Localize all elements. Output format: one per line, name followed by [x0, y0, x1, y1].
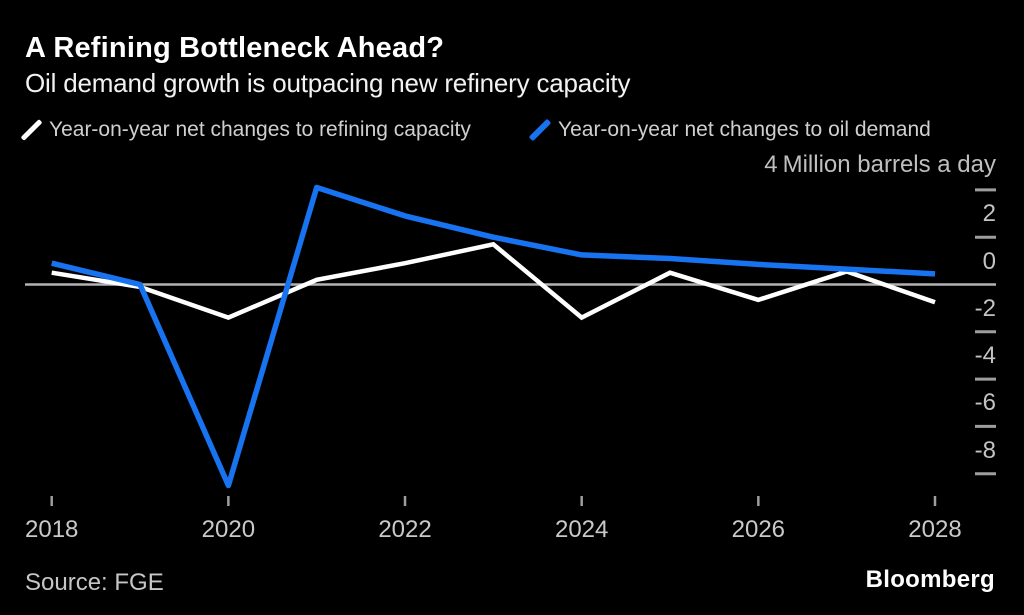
- y-axis-top-tick-value: 4: [764, 151, 778, 178]
- oil-demand-line: [51, 184, 936, 489]
- legend-item-refining-capacity: Year-on-year net changes to refining cap…: [20, 113, 471, 147]
- y-tick-label: -2: [974, 294, 996, 322]
- y-tick-label: -6: [974, 389, 996, 417]
- x-tick-label: 2020: [201, 516, 256, 543]
- y-axis-unit-label: 4 Million barrels a day: [764, 150, 996, 180]
- x-tick-label: 2028: [908, 516, 962, 543]
- source-credit: Source: FGE: [25, 569, 164, 596]
- legend-label-oil-demand: Year-on-year net changes to oil demand: [558, 118, 931, 141]
- y-tick-label: -4: [974, 342, 996, 370]
- legend-item-oil-demand: Year-on-year net changes to oil demand: [528, 113, 931, 147]
- y-tick-label: 2: [982, 200, 996, 228]
- x-tick-label: 2024: [554, 516, 609, 543]
- refining-capacity-line: [51, 241, 936, 321]
- chart-subtitle: Oil demand growth is outpacing new refin…: [25, 68, 631, 98]
- x-tick-label: 2018: [24, 516, 79, 543]
- y-tick-label: -8: [974, 436, 996, 464]
- y-tick-label: 0: [982, 247, 996, 275]
- y-axis-unit-text: Million barrels a day: [782, 151, 996, 178]
- chart-title: A Refining Bottleneck Ahead?: [25, 32, 445, 64]
- legend-label-refining-capacity: Year-on-year net changes to refining cap…: [49, 118, 471, 141]
- x-tick-label: 2026: [731, 516, 786, 543]
- bloomberg-logo: Bloomberg: [865, 566, 995, 593]
- x-tick-label: 2022: [378, 516, 432, 543]
